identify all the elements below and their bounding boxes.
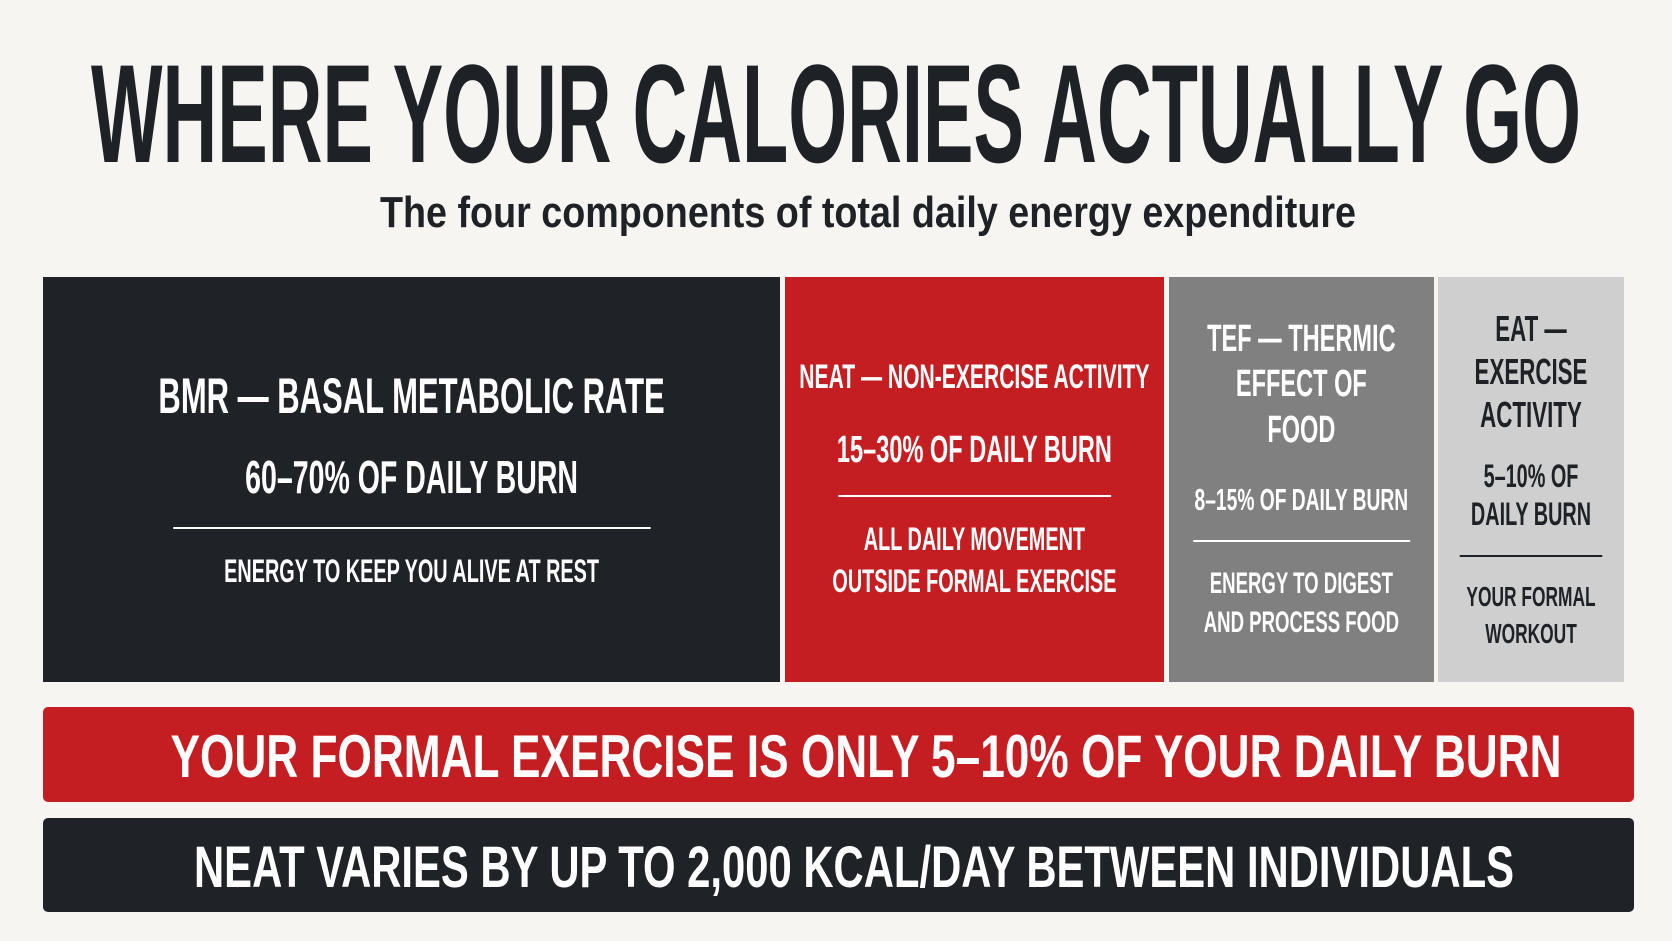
block-description: ENERGY TO KEEP YOU ALIVE AT REST — [224, 553, 600, 590]
block-description: YOUR FORMAL WORKOUT — [1466, 581, 1596, 649]
block-title: BMR — BASAL METABOLIC RATE — [158, 368, 665, 425]
callout-text: YOUR FORMAL EXERCISE IS ONLY 5–10% OF YO… — [171, 723, 1562, 790]
divider — [172, 527, 651, 530]
divider — [1459, 555, 1603, 558]
subtitle: The four components of total daily energ… — [380, 188, 1356, 237]
divider — [1192, 540, 1410, 543]
block-description: ALL DAILY MOVEMENT OUTSIDE FORMAL EXERCI… — [832, 521, 1117, 599]
block-description: ENERGY TO DIGEST AND PROCESS FOOD — [1203, 567, 1400, 640]
eat-block: EAT — EXERCISE ACTIVITY 5–10% OF DAILY B… — [1438, 277, 1624, 682]
callout-bar — [43, 707, 1634, 802]
bmr-block: BMR — BASAL METABOLIC RATE 60–70% OF DAI… — [43, 277, 780, 682]
callout-bar — [43, 818, 1634, 912]
block-share: 15–30% OF DAILY BURN — [836, 428, 1112, 471]
tef-block: TEF — THERMIC EFFECT OF FOOD 8–15% OF DA… — [1169, 277, 1434, 682]
block-share: 5–10% OF DAILY BURN — [1470, 457, 1592, 532]
callout-text: NEAT VARIES BY UP TO 2,000 KCAL/DAY BETW… — [194, 835, 1514, 900]
title: WHERE YOUR CALORIES ACTUALLY GO — [91, 35, 1581, 192]
block-title: TEF — THERMIC EFFECT OF FOOD — [1207, 317, 1396, 451]
neat-block: NEAT — NON-EXERCISE ACTIVITY 15–30% OF D… — [785, 277, 1164, 682]
block-title: NEAT — NON-EXERCISE ACTIVITY — [799, 357, 1150, 396]
block-share: 8–15% OF DAILY BURN — [1194, 482, 1409, 518]
divider — [838, 495, 1111, 498]
block-title: EAT — EXERCISE ACTIVITY — [1474, 307, 1588, 436]
block-share: 60–70% OF DAILY BURN — [245, 451, 579, 504]
